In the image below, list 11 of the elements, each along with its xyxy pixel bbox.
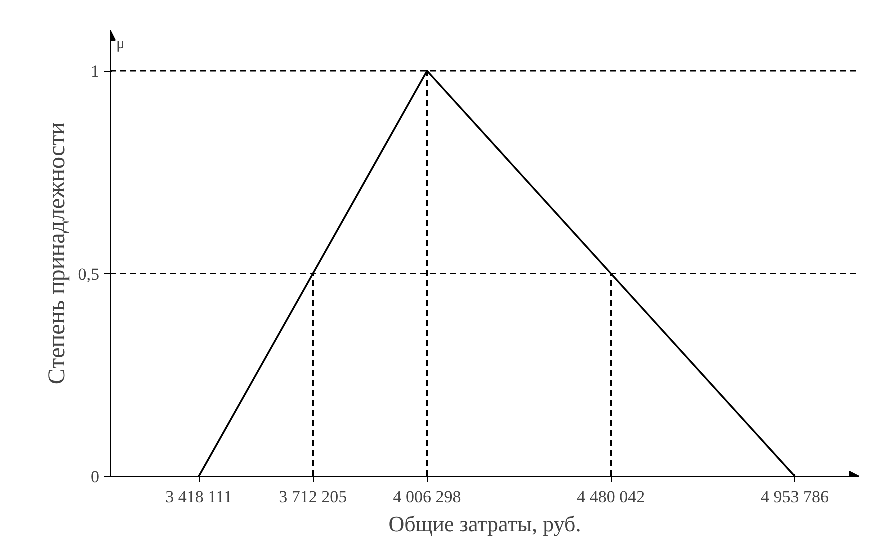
y-tick-label: 0,5 — [78, 264, 100, 284]
y-tick-label: 0 — [91, 468, 100, 486]
x-axis-title: Общие затраты, руб. — [388, 512, 582, 536]
x-tick-label: 3 418 111 — [166, 488, 232, 506]
x-tick-label: 3 712 205 — [279, 488, 348, 506]
y-tick-label: 1 — [91, 62, 100, 82]
annotation: μ — [116, 36, 126, 52]
x-tick-label: 4 006 298 — [393, 488, 462, 506]
x-tick-label: 4 480 042 — [577, 488, 646, 506]
y-axis-title: Степень принадлежности — [44, 122, 70, 385]
x-tick-label: 4 953 786 — [760, 488, 829, 506]
